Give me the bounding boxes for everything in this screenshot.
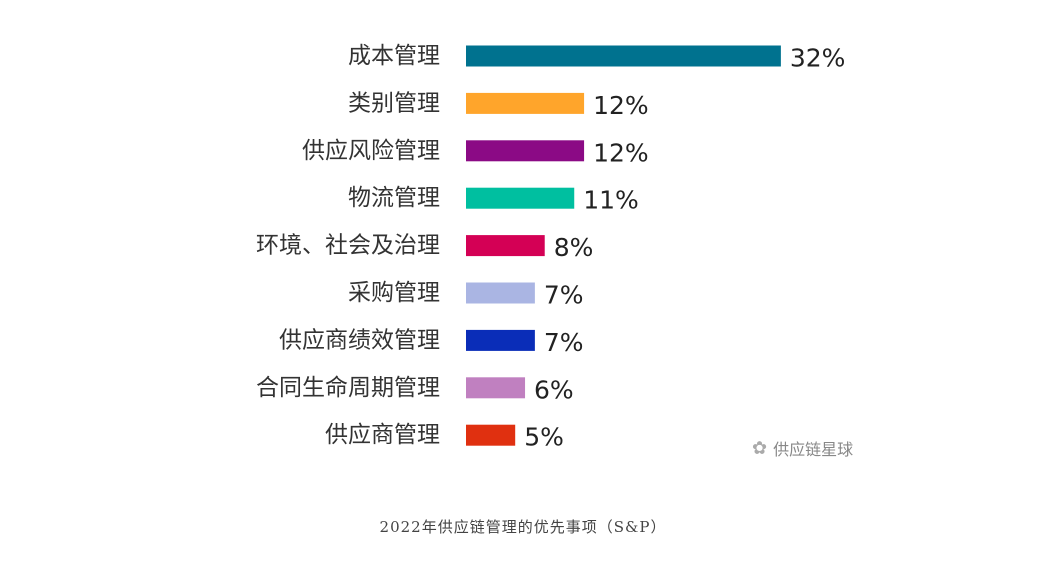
category-label: 类别管理 xyxy=(348,90,440,116)
wechat-icon: ✿ xyxy=(752,437,768,459)
category-label: 采购管理 xyxy=(348,280,440,306)
chart-caption: 2022年供应链管理的优先事项（S&P） xyxy=(379,518,667,536)
bar xyxy=(466,140,585,162)
category-label: 合同生命周期管理 xyxy=(256,375,440,401)
bar xyxy=(466,45,781,67)
category-label: 环境、社会及治理 xyxy=(256,233,440,259)
value-label: 12% xyxy=(593,91,649,120)
value-label: 7% xyxy=(544,281,584,310)
category-label: 供应商管理 xyxy=(325,422,440,448)
value-label: 32% xyxy=(790,44,846,73)
value-label: 7% xyxy=(544,328,584,357)
value-label: 8% xyxy=(554,233,594,262)
bar xyxy=(466,424,516,446)
category-label: 成本管理 xyxy=(348,43,440,69)
bar xyxy=(466,187,575,209)
bar xyxy=(466,377,526,399)
bar xyxy=(466,329,535,351)
category-label: 物流管理 xyxy=(348,185,440,211)
value-label: 11% xyxy=(583,186,639,215)
value-label: 12% xyxy=(593,138,649,167)
category-label: 供应商绩效管理 xyxy=(279,327,440,353)
value-label: 6% xyxy=(534,375,574,404)
value-label: 5% xyxy=(524,423,564,452)
bar xyxy=(466,282,535,304)
bar xyxy=(466,235,545,257)
watermark-text: 供应链星球 xyxy=(773,440,854,459)
bar xyxy=(466,92,585,114)
watermark: ✿ 供应链星球 xyxy=(752,436,853,460)
category-label: 供应风险管理 xyxy=(302,138,440,164)
